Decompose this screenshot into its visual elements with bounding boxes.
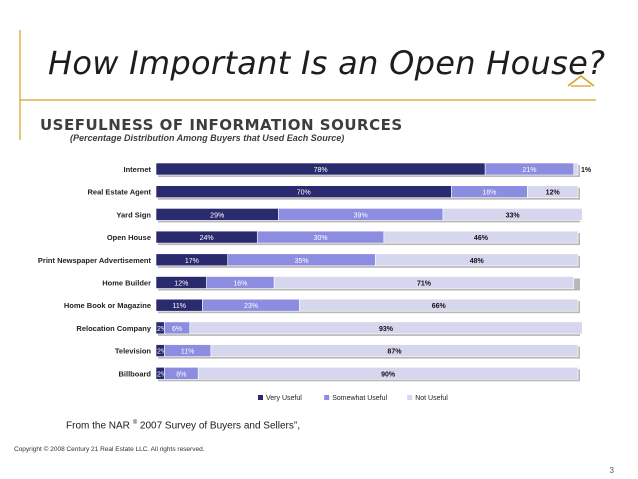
- bar-segment: [299, 298, 579, 312]
- bar-segment: [273, 276, 575, 289]
- category-label: Yard Sign: [116, 210, 151, 219]
- bar-segment: [375, 253, 579, 267]
- data-label: 35%: [295, 258, 309, 265]
- category-label: Television: [115, 347, 152, 356]
- legend-swatch: [407, 395, 413, 400]
- bar-segment: [189, 321, 583, 335]
- data-label: 93%: [379, 326, 394, 333]
- data-label: 1%: [581, 167, 592, 174]
- source-suffix: 2007 Survey of Buyers and Sellers”,: [137, 420, 300, 432]
- data-label: 70%: [297, 190, 311, 197]
- legend-swatch: [324, 395, 330, 400]
- data-label: 33%: [506, 212, 521, 219]
- data-label: 46%: [474, 235, 489, 242]
- data-label: 18%: [482, 190, 496, 197]
- data-label: 24%: [200, 235, 214, 242]
- category-label: Print Newspaper Advertisement: [38, 256, 152, 265]
- chart-subtitle: (Percentage Distribution Among Buyers th…: [70, 133, 345, 143]
- data-label: 66%: [432, 303, 447, 310]
- house-icon: [567, 74, 595, 87]
- category-label: Home Builder: [102, 279, 151, 288]
- source-prefix: From the NAR: [66, 420, 130, 432]
- category-label: Internet: [123, 165, 151, 174]
- legend-label: Not Useful: [415, 395, 448, 402]
- data-label: 16%: [233, 281, 247, 288]
- category-label: Relocation Company: [76, 324, 151, 333]
- data-label: 11%: [181, 349, 195, 356]
- legend-swatch: [258, 395, 263, 400]
- category-label: Open House: [107, 233, 151, 242]
- copyright-text: Copyright © 2008 Century 21 Real Estate …: [14, 446, 205, 453]
- data-label: 2%: [157, 371, 167, 378]
- bar-segment: [573, 162, 579, 176]
- data-label: 12%: [174, 281, 188, 288]
- data-label: 29%: [210, 212, 224, 219]
- source-note: From the NAR ® 2007 Survey of Buyers and…: [66, 420, 300, 431]
- data-label: 11%: [172, 303, 186, 310]
- data-label: 12%: [546, 190, 561, 197]
- data-label: 87%: [387, 349, 402, 356]
- page-number: 3: [609, 466, 614, 475]
- data-label: 6%: [172, 326, 182, 333]
- slide-title: How Important Is an Open House?: [48, 44, 606, 82]
- category-label: Real Estate Agent: [88, 188, 152, 197]
- data-label: 90%: [381, 371, 396, 378]
- chart-title: USEFULNESS OF INFORMATION SOURCES: [40, 116, 403, 134]
- data-label: 2%: [157, 349, 167, 356]
- data-label: 71%: [417, 281, 432, 288]
- bar-segment: [527, 185, 579, 198]
- category-label: Billboard: [118, 369, 151, 378]
- bar-segment: [197, 366, 579, 380]
- category-label: Home Book or Magazine: [64, 301, 151, 310]
- data-label: 30%: [314, 235, 328, 242]
- data-label: 17%: [185, 258, 199, 265]
- data-label: 39%: [354, 212, 368, 219]
- data-label: 2%: [157, 326, 167, 333]
- bar-segment: [383, 230, 579, 244]
- data-label: 78%: [314, 167, 328, 174]
- data-label: 23%: [244, 303, 258, 310]
- bar-segment: [442, 208, 583, 221]
- data-label: 21%: [522, 167, 536, 174]
- legend-label: Very Useful: [266, 395, 302, 402]
- data-label: 8%: [176, 371, 186, 378]
- registered-mark: ®: [132, 420, 138, 426]
- legend-label: Somewhat Useful: [332, 395, 387, 402]
- bar-segment: [210, 344, 579, 357]
- data-label: 48%: [470, 258, 485, 265]
